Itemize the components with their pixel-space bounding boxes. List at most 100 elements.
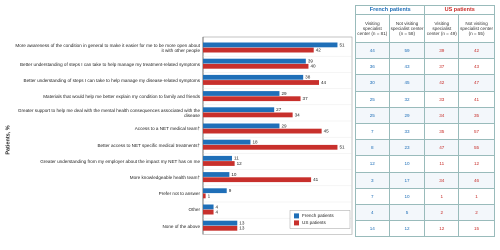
value-label: 27: [276, 107, 282, 112]
bar: [203, 91, 280, 96]
table-cell: 45: [388, 74, 426, 92]
table-cell: 30: [355, 74, 390, 92]
data-table: French patients US patients Visiting speci…: [354, 5, 495, 238]
bar: [203, 112, 293, 118]
table-cell: 33: [424, 90, 460, 108]
legend-box: [289, 210, 351, 229]
table-cell: 12: [388, 220, 426, 238]
table-cell: 15: [458, 220, 495, 238]
table-cell: 5: [388, 203, 426, 222]
value-label: 9: [229, 188, 232, 193]
value-label: 13: [239, 221, 245, 226]
table-cell: 43: [458, 58, 495, 76]
table-cell: 32: [388, 90, 426, 108]
table-cell: 33: [388, 122, 426, 141]
table-cell: 46: [458, 171, 495, 189]
bar: [203, 139, 251, 145]
bar: [203, 96, 301, 102]
table-cell: 35: [424, 122, 460, 141]
table-row: 25 32 33 41: [355, 90, 495, 108]
table-cell: 10: [388, 155, 426, 173]
category-label: Greater support to help me deal with the…: [17, 107, 200, 118]
bar: [203, 177, 312, 183]
table-cell: 47: [458, 74, 495, 92]
table-cell: 44: [355, 41, 390, 60]
table-cell: 57: [458, 122, 495, 141]
bar: [203, 204, 214, 210]
category-label: More awareness of the condition in gener…: [15, 42, 200, 54]
bar: [203, 63, 309, 69]
table-cell: 12: [424, 220, 460, 238]
table-cell: 2: [424, 203, 460, 222]
value-label: 39: [308, 59, 314, 64]
table-cell: 23: [388, 139, 426, 157]
table-cell: 2: [458, 203, 495, 222]
bar: [203, 209, 214, 215]
table-cell: 14: [355, 220, 390, 238]
bar: [203, 42, 338, 48]
value-label: 13: [239, 226, 245, 231]
table-cell: 10: [388, 187, 426, 205]
value-label: 37: [303, 96, 309, 101]
table-cell: 34: [424, 171, 460, 189]
bar: [203, 74, 304, 80]
legend-label: US patients: [302, 220, 326, 225]
column-header: Not visiting specialist center (n = 55): [458, 14, 495, 43]
table-cell: 3: [355, 171, 390, 189]
table-cell: 42: [424, 74, 460, 92]
value-label: 51: [339, 145, 345, 150]
column-header: Visiting specialist center (n = 49): [424, 14, 460, 43]
bar: [203, 47, 314, 53]
category-label: Other: [188, 207, 201, 213]
bar: [203, 225, 238, 231]
bar: [203, 58, 306, 64]
value-label: 11: [234, 156, 239, 161]
table-row: 7 33 35 57: [355, 122, 495, 141]
table-cell: 17: [388, 171, 426, 189]
table-cell: 55: [458, 139, 495, 157]
table-row: 14 12 12 15: [355, 220, 495, 238]
category-label: Better understanding of steps I can take…: [23, 77, 200, 83]
table-cell: 59: [388, 41, 426, 60]
bar: [203, 172, 230, 177]
bar: [203, 107, 275, 113]
value-label: 12: [237, 161, 243, 166]
category-label: Greater understanding from my employer a…: [40, 158, 200, 164]
bar: [203, 144, 338, 150]
table-row: 12 10 11 12: [355, 155, 495, 173]
table-row: 3 17 34 46: [355, 171, 495, 189]
table-cell: 1: [458, 187, 495, 205]
bar: [203, 193, 206, 199]
value-label: 10: [231, 172, 237, 177]
bar: [203, 188, 227, 194]
legend: French patients US patients: [289, 210, 351, 229]
value-label: 44: [321, 80, 327, 85]
bar: [203, 128, 322, 134]
table-cell: 41: [458, 90, 495, 108]
table-row: 36 43 37 43: [355, 58, 495, 76]
table-row: 30 45 42 47: [355, 74, 495, 92]
category-label: Better understanding of steps I can take…: [19, 61, 200, 67]
category-label: None of the above: [162, 223, 200, 229]
category-label: More knowledgeable health team†: [129, 175, 200, 181]
table-cell: 42: [458, 41, 495, 60]
group-header: US patients: [424, 5, 495, 15]
value-label: 40: [310, 64, 316, 69]
value-label: 41: [313, 177, 319, 182]
legend-swatch: [294, 213, 299, 219]
category-label: Access to a NET medical team†: [134, 126, 200, 132]
table-cell: 43: [388, 58, 426, 76]
bar: [203, 155, 232, 161]
category-label: Prefer not to answer: [158, 191, 200, 197]
table-row: 8 23 47 55: [355, 139, 495, 157]
table-cell: 37: [424, 58, 460, 76]
table-cell: 1: [424, 187, 460, 205]
table-row: Visiting specialist center (n = 81) Not v…: [355, 14, 495, 43]
bar: [203, 123, 280, 129]
table-cell: 29: [388, 106, 426, 124]
table-cell: 36: [355, 58, 390, 76]
bar: [203, 161, 235, 166]
